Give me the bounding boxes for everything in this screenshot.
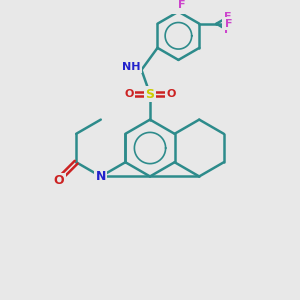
Text: F: F bbox=[224, 12, 231, 22]
Text: F: F bbox=[225, 19, 233, 29]
Text: NH: NH bbox=[122, 62, 141, 72]
Text: F: F bbox=[224, 25, 231, 35]
Text: O: O bbox=[54, 174, 64, 187]
Text: F: F bbox=[178, 0, 185, 10]
Text: N: N bbox=[96, 170, 106, 183]
Text: S: S bbox=[146, 88, 154, 100]
Text: O: O bbox=[167, 89, 176, 99]
Text: O: O bbox=[124, 89, 134, 99]
